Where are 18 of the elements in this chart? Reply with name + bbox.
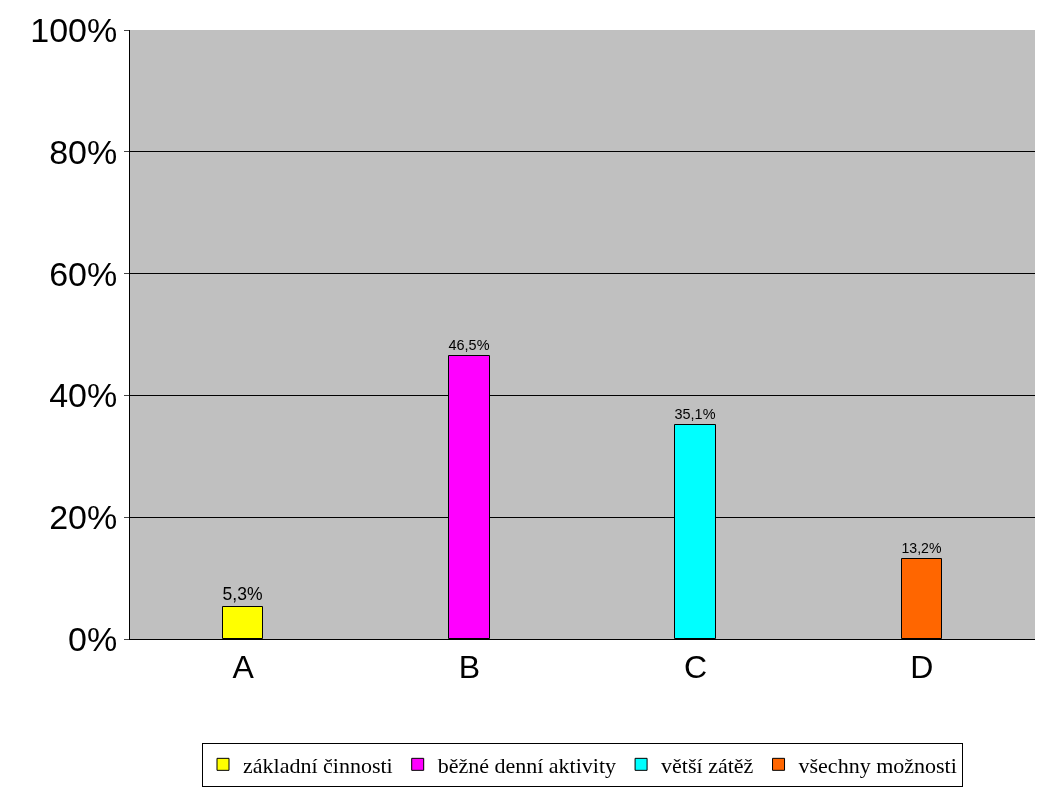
x-tick-label: A xyxy=(232,649,255,686)
y-tick-label: 0% xyxy=(68,619,118,658)
legend-label: běžné denní aktivity xyxy=(437,752,617,778)
legend-label: všechny možnosti xyxy=(798,752,957,778)
x-tick-label: D xyxy=(910,649,934,686)
y-tick-label: 20% xyxy=(49,498,118,537)
legend-label: větší zátěž xyxy=(661,752,754,778)
data-label: 13,2% xyxy=(901,539,942,556)
x-tick-label: C xyxy=(684,649,708,686)
y-tick-label: 100% xyxy=(30,10,118,49)
data-label: 5,3% xyxy=(222,583,263,604)
data-label: 35,1% xyxy=(674,405,716,422)
y-tick-label: 80% xyxy=(49,132,118,171)
y-tick-label: 40% xyxy=(49,376,118,415)
y-tick-label: 60% xyxy=(49,254,118,293)
x-tick-label: B xyxy=(458,649,481,686)
data-label: 46,5% xyxy=(448,336,490,353)
legend-label: základní činnosti xyxy=(243,752,393,778)
